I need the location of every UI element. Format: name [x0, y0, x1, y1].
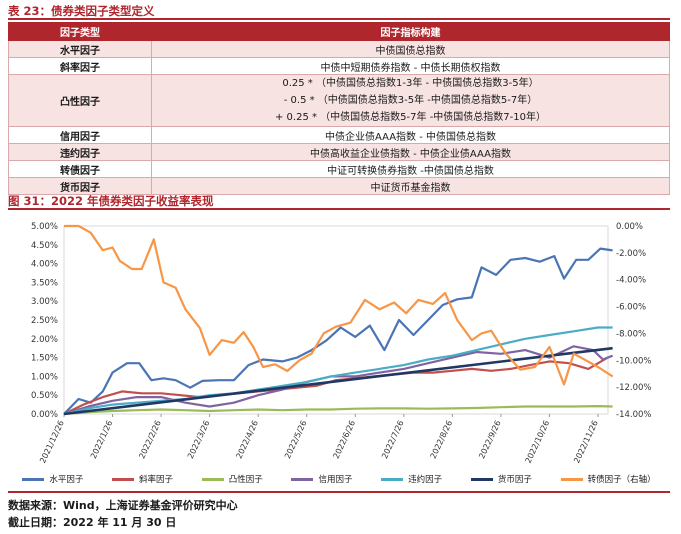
caption-rule — [8, 18, 670, 20]
factor-type-cell: 水平因子 — [8, 40, 152, 58]
legend-label: 货币因子 — [497, 475, 532, 485]
legend-item: 货币因子 — [470, 473, 532, 485]
y-left-tick-label: 3.00% — [31, 297, 58, 307]
legend-swatch — [381, 477, 404, 481]
x-tick-label: 2022/3/26 — [186, 419, 211, 460]
table-row: 凸性因子 0.25 * （中债国债总指数1-3年 - 中债国债总指数3-5年） … — [8, 74, 670, 127]
y-left-tick-label: 1.50% — [31, 354, 58, 364]
data-source: 数据来源：Wind，上海证券基金评价研究中心 — [8, 499, 238, 512]
table-row: 货币因子 中证货币基金指数 — [8, 177, 670, 195]
series-line — [64, 224, 614, 386]
x-tick-label: 2022/9/26 — [477, 419, 502, 460]
legend-swatch — [291, 477, 314, 481]
legend-swatch — [112, 477, 135, 481]
series-line — [63, 405, 613, 416]
chart-legend: 水平因子 斜率因子 凸性因子 信用因子 违约因子 货币因子 转债因子（右轴） — [8, 471, 670, 487]
x-tick-label: 2022/10/26 — [524, 419, 552, 465]
x-tick-label: 2022/4/26 — [234, 419, 259, 460]
x-tick-label: 2021/12/26 — [38, 419, 66, 465]
table-row: 转债因子 中证可转换债券指数 -中债国债总指数 — [8, 160, 670, 178]
factor-type-cell: 凸性因子 — [8, 74, 152, 127]
legend-label: 斜率因子 — [139, 475, 174, 485]
factor-construction-cell: 中债国债总指数 — [151, 40, 670, 58]
factor-construction-cell: 中证货币基金指数 — [151, 177, 670, 195]
legend-item: 斜率因子 — [112, 473, 173, 485]
x-tick-label: 2022/7/26 — [380, 419, 405, 460]
x-tick-label: 2022/2/26 — [137, 419, 162, 460]
factor-construction-cell: 中证可转换债券指数 -中债国债总指数 — [151, 160, 670, 178]
series-line — [63, 326, 613, 416]
construction-line: - 0.5 * （中债国债总指数3-5年 -中债国债总指数5-7年） — [283, 95, 538, 106]
y-left-tick-label: 2.00% — [31, 335, 58, 345]
legend-swatch — [560, 477, 583, 481]
table-row: 信用因子 中债企业债AAA指数 - 中债国债总指数 — [8, 126, 670, 144]
legend-swatch — [201, 477, 224, 481]
legend-swatch — [470, 477, 493, 481]
header-factor-construction: 因子指标构建 — [151, 22, 670, 41]
legend-label: 凸性因子 — [228, 475, 263, 485]
table-row: 违约因子 中债高收益企业债指数 - 中债企业债AAA指数 — [8, 143, 670, 161]
y-left-tick-label: 1.00% — [31, 372, 58, 382]
factor-construction-cell: 中债高收益企业债指数 - 中债企业债AAA指数 — [151, 143, 670, 161]
x-tick-label: 2022/8/26 — [429, 419, 454, 460]
y-right-tick-label: -6.00% — [616, 303, 646, 313]
legend-label: 违约因子 — [408, 475, 443, 485]
legend-item: 违约因子 — [381, 473, 442, 485]
footer-rule — [8, 491, 670, 493]
y-right-tick-label: -14.00% — [616, 410, 651, 420]
factor-type-cell: 斜率因子 — [8, 57, 152, 75]
series-line — [63, 346, 613, 416]
legend-label: 转债因子（右轴） — [587, 475, 656, 485]
y-left-tick-label: 2.50% — [31, 316, 58, 326]
y-left-tick-label: 4.50% — [31, 241, 58, 251]
x-tick-label: 2022/1/26 — [89, 419, 114, 460]
factor-construction-cell: 中债中短期债券指数 - 中债长期债权指数 — [151, 57, 670, 75]
y-right-tick-label: -2.00% — [616, 249, 646, 259]
table-header-row: 因子类型 因子指标构建 — [8, 22, 670, 41]
legend-item: 转债因子（右轴） — [560, 473, 656, 485]
legend-swatch — [22, 477, 45, 481]
table-row: 斜率因子 中债中短期债券指数 - 中债长期债权指数 — [8, 57, 670, 75]
legend-item: 信用因子 — [291, 473, 352, 485]
factor-return-chart: 0.00% 0.50% 1.00% 1.50% 2.00% 2.50% 3.00% 3.50%… — [31, 222, 652, 465]
y-right-tick-label: -12.00% — [616, 383, 651, 393]
x-tick-label: 2022/6/26 — [332, 419, 357, 460]
construction-line: + 0.25 * （中债国债总指数5-7年 -中债国债总指数7-10年） — [275, 112, 546, 123]
chart-area: 0.00% 0.50% 1.00% 1.50% 2.00% 2.50% 3.00% 3.50%… — [8, 212, 670, 490]
y-right-tick-label: 0.00% — [616, 222, 643, 232]
construction-line: 0.25 * （中债国债总指数1-3年 - 中债国债总指数3-5年） — [282, 78, 539, 89]
table-caption: 表 23：债券类因子类型定义 — [8, 4, 155, 18]
factor-type-cell: 信用因子 — [8, 126, 152, 144]
y-left-tick-label: 0.50% — [31, 391, 58, 401]
legend-label: 信用因子 — [318, 475, 353, 485]
factor-type-cell: 转债因子 — [8, 160, 152, 178]
y-right-tick-label: -10.00% — [616, 356, 651, 366]
factor-construction-cell: 中债企业债AAA指数 - 中债国债总指数 — [151, 126, 670, 144]
x-tick-label: 2022/11/26 — [572, 419, 600, 465]
x-tick-label: 2022/5/26 — [283, 419, 308, 460]
factor-type-cell: 货币因子 — [8, 177, 152, 195]
legend-item: 水平因子 — [22, 473, 83, 485]
table-row: 水平因子 中债国债总指数 — [8, 40, 670, 58]
cutoff-date: 截止日期：2022 年 11 月 30 日 — [8, 516, 177, 529]
series-line — [63, 345, 614, 416]
y-right-tick-label: -4.00% — [616, 276, 646, 286]
factor-construction-cell: 0.25 * （中债国债总指数1-3年 - 中债国债总指数3-5年） - 0.5… — [151, 74, 670, 127]
caption-rule — [8, 208, 670, 210]
plot-frame — [63, 225, 609, 415]
y-left-tick-label: 3.50% — [31, 278, 58, 288]
series-line — [63, 247, 613, 415]
y-left-tick-label: 4.00% — [31, 260, 58, 270]
header-factor-type: 因子类型 — [8, 22, 152, 41]
legend-label: 水平因子 — [49, 475, 84, 485]
legend-item: 凸性因子 — [201, 473, 263, 485]
y-left-tick-label: 0.00% — [31, 410, 58, 420]
chart-caption: 图 31：2022 年债券类因子收益率表现 — [8, 194, 214, 208]
y-left-tick-label: 5.00% — [31, 222, 58, 232]
factor-type-cell: 违约因子 — [8, 143, 152, 161]
y-right-tick-label: -8.00% — [616, 329, 646, 339]
factor-definition-table: 因子类型 因子指标构建 水平因子 中债国债总指数 斜率因子 中债中短期债券指数 … — [8, 22, 670, 195]
